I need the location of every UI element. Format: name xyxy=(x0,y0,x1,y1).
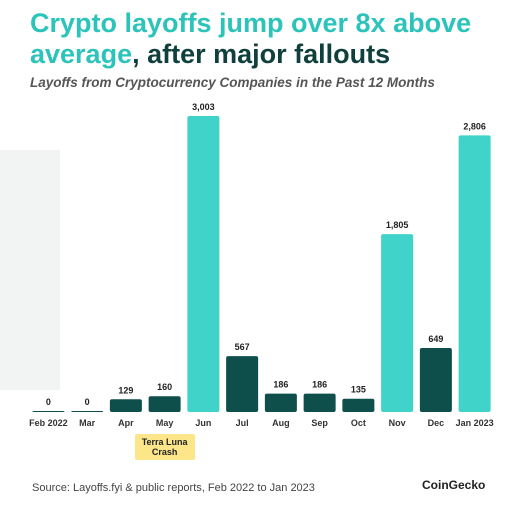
x-tick-label: Nov xyxy=(389,418,406,428)
value-label: 135 xyxy=(351,385,366,395)
value-label: 129 xyxy=(118,385,133,395)
x-tick-label: Jun xyxy=(195,418,211,428)
annotation: Terra Luna Crash xyxy=(134,434,195,460)
value-label: 649 xyxy=(428,334,443,344)
value-label: 160 xyxy=(157,382,172,392)
bar xyxy=(381,234,414,412)
x-tick-label: Oct xyxy=(351,418,366,428)
value-label: 2,806 xyxy=(463,121,486,131)
value-label: 3,003 xyxy=(192,102,215,112)
x-tick-label: Feb 2022 xyxy=(29,418,68,428)
chart-title: Crypto layoffs jump over 8x above averag… xyxy=(30,8,500,70)
value-label: 0 xyxy=(46,397,51,407)
source: Source: Layoffs.fyi & public reports, Fe… xyxy=(32,482,315,494)
brand: CoinGecko xyxy=(422,478,486,492)
subtitle: Layoffs from Cryptocurrency Companies in… xyxy=(30,75,435,90)
background-art xyxy=(0,150,60,390)
title-rest: , after major fallouts xyxy=(132,39,391,69)
bar xyxy=(148,396,181,412)
value-label: 0 xyxy=(85,397,90,407)
bar xyxy=(109,399,142,412)
bar xyxy=(342,398,375,412)
value-label: 186 xyxy=(312,380,327,390)
bar xyxy=(458,135,491,413)
title-highlight: Crypto layoffs jump over 8x above averag… xyxy=(30,8,472,69)
x-tick-label: May xyxy=(156,418,174,428)
bar xyxy=(264,393,297,412)
bar xyxy=(226,356,259,412)
value-label: 567 xyxy=(235,342,250,352)
x-tick-label: Apr xyxy=(118,418,134,428)
value-label: 1,805 xyxy=(386,220,409,230)
x-tick-label: Jan 2023 xyxy=(456,418,494,428)
x-tick-label: Dec xyxy=(428,418,445,428)
bar xyxy=(187,116,220,412)
bar xyxy=(419,348,452,412)
x-tick-label: Jul xyxy=(236,418,249,428)
x-tick-label: Aug xyxy=(272,418,290,428)
x-tick-label: Mar xyxy=(79,418,96,428)
bar xyxy=(303,393,336,412)
bar xyxy=(71,411,104,412)
value-label: 186 xyxy=(273,380,288,390)
x-tick-label: Sep xyxy=(311,418,328,428)
bar xyxy=(32,411,65,412)
